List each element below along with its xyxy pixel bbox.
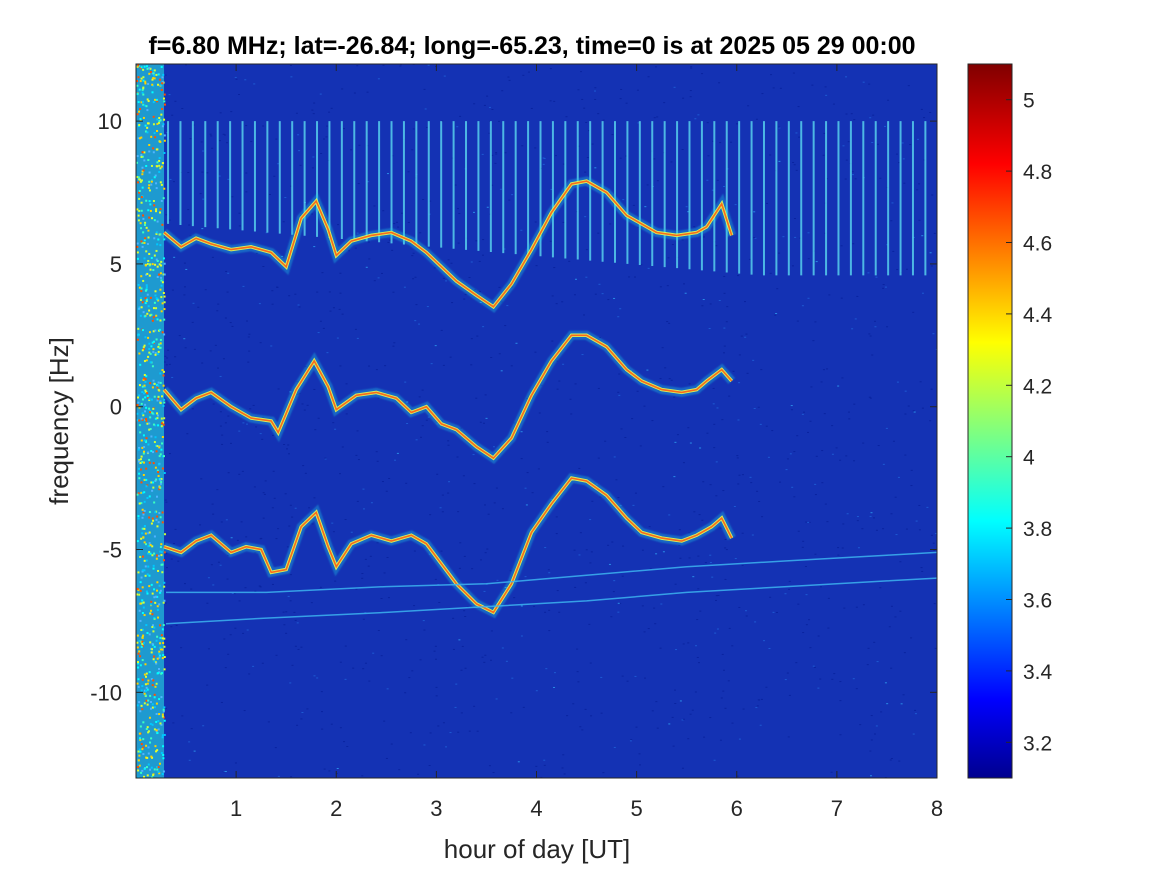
echo-trace-lower — [162, 473, 736, 619]
trace-core — [163, 334, 733, 460]
echo-trace-faint-line-b — [165, 577, 937, 625]
colorbar-tick-label: 3.6 — [1023, 590, 1052, 613]
trace-line — [165, 577, 937, 625]
chart-title: f=6.80 MHz; lat=-26.84; long=-65.23, tim… — [148, 32, 915, 60]
y-tick-label: 5 — [110, 252, 122, 277]
y-axis-label: frequency [Hz] — [44, 337, 74, 505]
y-tick-label: -10 — [90, 680, 122, 705]
colorbar-tick-label: 4.8 — [1023, 161, 1052, 184]
plot-area — [135, 63, 938, 779]
colorbar-tick-label: 5 — [1023, 90, 1035, 113]
x-axis: 1 2 3 4 5 6 7 8 — [230, 64, 943, 821]
x-axis-label: hour of day [UT] — [444, 834, 630, 864]
colorbar-tick-label: 4.2 — [1023, 375, 1052, 398]
colorbar-ticks: 5 4.8 4.6 4.4 4.2 4 3.8 3.6 3.4 3.2 — [1006, 90, 1053, 755]
y-tick-label: 10 — [98, 109, 122, 134]
x-tick-label: 5 — [631, 796, 643, 821]
echo-trace-upper — [161, 176, 736, 313]
colorbar-tick-label: 4.6 — [1023, 233, 1052, 256]
colorbar-tick-label: 4.4 — [1023, 304, 1053, 327]
echo-trace-middle — [160, 330, 736, 465]
colorbar: 5 4.8 4.6 4.4 4.2 4 3.8 3.6 3.4 3.2 — [967, 63, 1053, 779]
x-tick-label: 2 — [330, 796, 342, 821]
trace-core — [163, 477, 733, 614]
x-tick-label: 6 — [731, 796, 743, 821]
colorbar-tick-label: 4 — [1023, 447, 1035, 470]
y-tick-label: 0 — [110, 395, 122, 420]
broadband-noise-band — [136, 64, 167, 778]
x-tick-label: 4 — [530, 796, 542, 821]
x-tick-label: 3 — [430, 796, 442, 821]
colorbar-gradient — [967, 63, 1013, 779]
colorbar-tick-label: 3.8 — [1023, 518, 1052, 541]
colorbar-tick-label: 3.4 — [1023, 661, 1053, 684]
trace-core — [163, 180, 733, 308]
echo-trace-faint-line-a — [166, 551, 937, 594]
x-tick-label: 7 — [831, 796, 843, 821]
y-axis: 10 5 0 -5 -10 — [90, 109, 937, 705]
x-tick-label: 1 — [230, 796, 242, 821]
colorbar-tick-label: 3.2 — [1023, 732, 1052, 755]
x-tick-label: 8 — [931, 796, 943, 821]
y-tick-label: -5 — [102, 538, 122, 563]
trace-line — [166, 551, 937, 594]
plot-content — [136, 64, 937, 778]
comb-lines — [167, 121, 927, 276]
echo-traces — [160, 176, 937, 625]
